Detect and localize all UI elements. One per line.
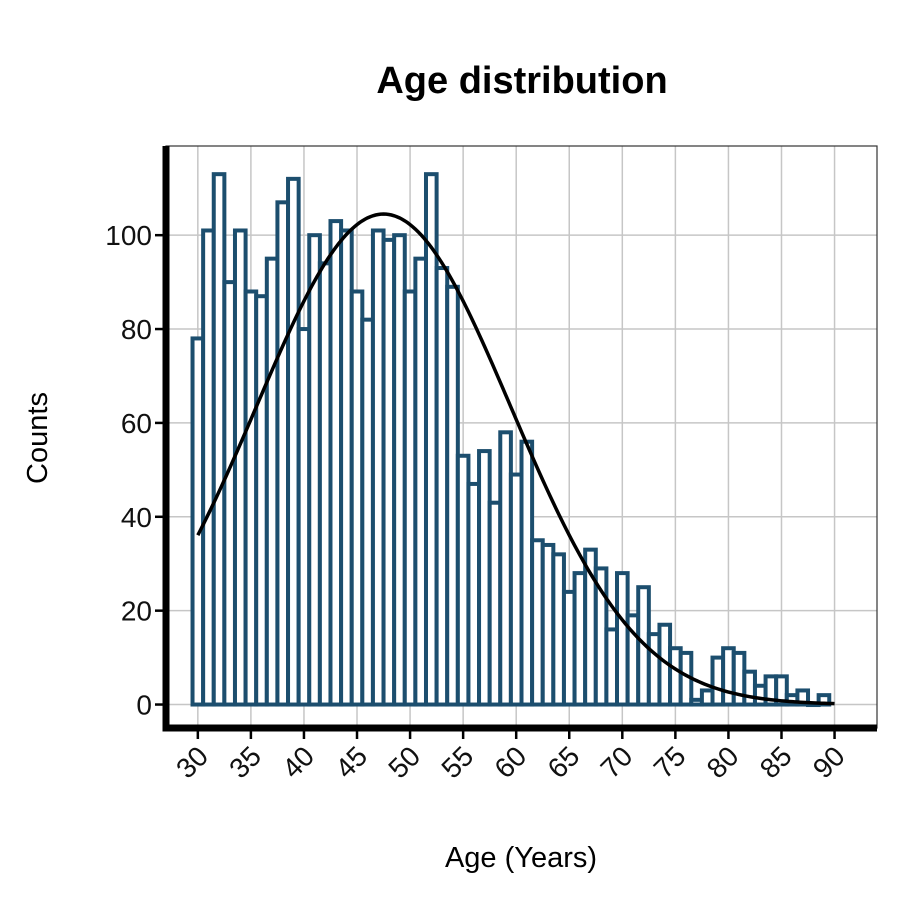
y-tick-label: 40	[121, 502, 152, 533]
x-axis-label: Age (Years)	[445, 842, 597, 874]
x-tick-label: 90	[807, 740, 851, 784]
histogram-bars	[190, 172, 832, 708]
x-tick-label: 85	[754, 740, 798, 784]
x-tick-label: 45	[329, 740, 373, 784]
x-tick-label: 55	[435, 740, 479, 784]
x-tick-label: 40	[276, 740, 320, 784]
y-axis-label: Counts	[22, 392, 54, 484]
x-tick-label: 75	[648, 740, 692, 784]
y-tick-label: 100	[105, 220, 152, 251]
y-tick-label: 60	[121, 408, 152, 439]
y-tick-label: 20	[121, 596, 152, 627]
x-tick-label: 65	[542, 740, 586, 784]
histogram-bar	[774, 674, 789, 707]
density-curve	[196, 212, 835, 706]
histogram-bar	[795, 688, 811, 707]
chart-title: Age distribution	[376, 60, 667, 102]
normal-fit-curve	[196, 212, 835, 706]
x-tick-label: 70	[595, 740, 639, 784]
x-tick-label: 50	[382, 740, 426, 784]
x-tick-label: 35	[223, 740, 267, 784]
y-tick-label: 0	[136, 690, 152, 721]
y-tick-label: 80	[121, 314, 152, 345]
x-tick-label: 80	[701, 740, 745, 784]
x-tick-label: 30	[170, 740, 214, 784]
x-tick-label: 60	[488, 740, 532, 784]
